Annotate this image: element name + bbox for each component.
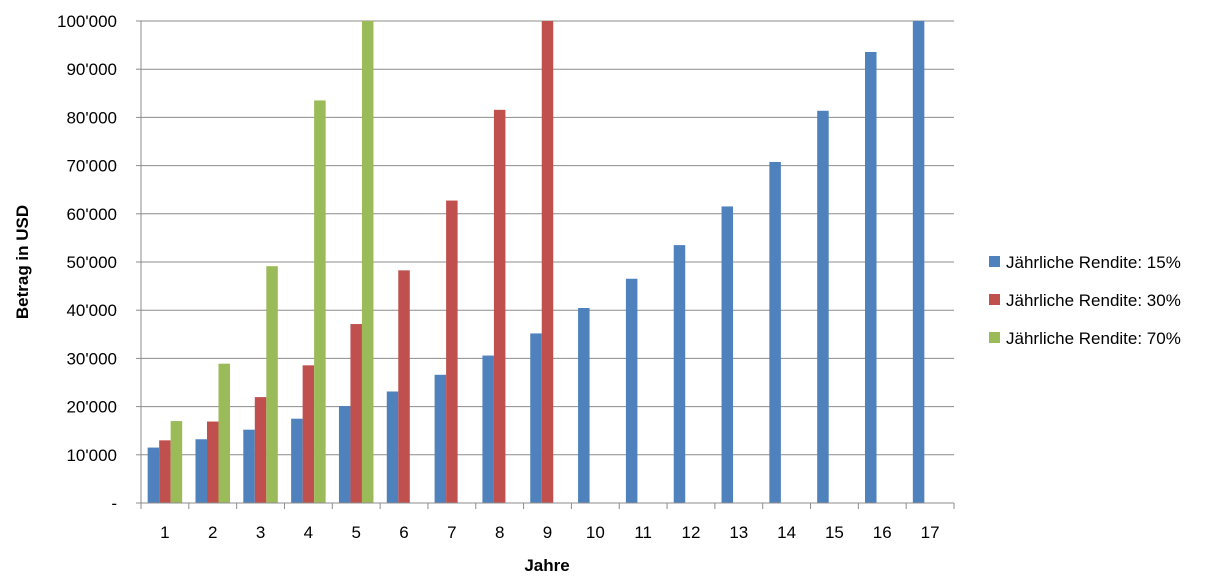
bar	[446, 200, 458, 504]
legend-swatch	[989, 332, 1000, 343]
y-tick-label: 60'000	[66, 205, 117, 224]
x-tick-label: 1	[160, 523, 169, 542]
x-tick-label: 11	[634, 523, 652, 542]
y-tick-labels: - 10'000 20'000 30'000 40'000 50'000 60'000 70'…	[57, 12, 117, 513]
legend-label: Jährliche Rendite: 30%	[1006, 291, 1181, 310]
bar	[338, 406, 351, 503]
x-tick-labels: 1 2 3 4 5 6 7 8 9 10 11 12 13 14 15 16 17	[160, 523, 939, 542]
y-tick-label: -	[111, 494, 117, 513]
bar	[434, 374, 447, 503]
y-tick-label: 10'000	[66, 446, 117, 465]
x-tick-label: 3	[256, 523, 265, 542]
x-tick-label: 9	[543, 523, 552, 542]
bar	[493, 109, 506, 503]
x-tick-label: 4	[304, 523, 313, 542]
y-tick-label: 30'000	[66, 349, 117, 368]
x-tick-label: 6	[399, 523, 408, 542]
x-tick-label: 2	[208, 523, 217, 542]
bar	[243, 429, 255, 503]
x-tick-label: 17	[921, 523, 940, 542]
bar	[195, 439, 207, 503]
x-tick-label: 7	[447, 523, 456, 542]
bar	[912, 21, 925, 503]
axes	[136, 20, 955, 509]
bar	[769, 161, 781, 503]
bar	[386, 391, 399, 503]
x-tick-label: 15	[825, 523, 844, 542]
legend-label: Jährliche Rendite: 15%	[1006, 253, 1181, 272]
bar	[541, 21, 554, 503]
y-tick-label: 90'000	[66, 60, 117, 79]
bar	[266, 266, 278, 503]
bar	[159, 440, 171, 503]
y-tick-label: 100'000	[57, 12, 117, 31]
bar	[673, 245, 686, 503]
bars	[147, 21, 925, 504]
bar	[721, 206, 734, 503]
x-tick-label: 10	[586, 523, 605, 542]
y-tick-label: 80'000	[66, 108, 117, 127]
bar	[291, 418, 303, 503]
y-tick-label: 70'000	[66, 157, 117, 176]
bar	[302, 365, 315, 503]
bar	[361, 21, 374, 503]
x-tick-label: 12	[682, 523, 701, 542]
y-axis-title: Betrag in USD	[13, 205, 32, 319]
bar	[530, 333, 542, 503]
bar	[398, 270, 410, 503]
bar	[578, 308, 590, 503]
legend: Jährliche Rendite: 15% Jährliche Rendite:…	[989, 253, 1181, 348]
bar	[170, 421, 183, 503]
x-tick-label: 14	[777, 523, 796, 542]
bar	[218, 363, 230, 503]
y-tick-label: 50'000	[66, 253, 117, 272]
bar	[865, 51, 877, 503]
bar	[817, 110, 829, 503]
bar	[350, 324, 362, 503]
y-tick-label: 20'000	[66, 398, 117, 417]
x-tick-label: 13	[729, 523, 748, 542]
x-tick-label: 5	[351, 523, 360, 542]
bar	[625, 278, 638, 503]
bar	[482, 355, 494, 503]
x-tick-label: 8	[495, 523, 504, 542]
legend-label: Jährliche Rendite: 70%	[1006, 329, 1181, 348]
bar	[147, 447, 160, 503]
bar	[314, 100, 326, 504]
y-tick-label: 40'000	[66, 301, 117, 320]
bar	[254, 397, 267, 503]
x-tick-label: 16	[873, 523, 892, 542]
legend-swatch	[989, 294, 1000, 305]
x-axis-title: Jahre	[524, 556, 569, 575]
bar	[206, 421, 219, 503]
legend-swatch	[989, 256, 1000, 267]
